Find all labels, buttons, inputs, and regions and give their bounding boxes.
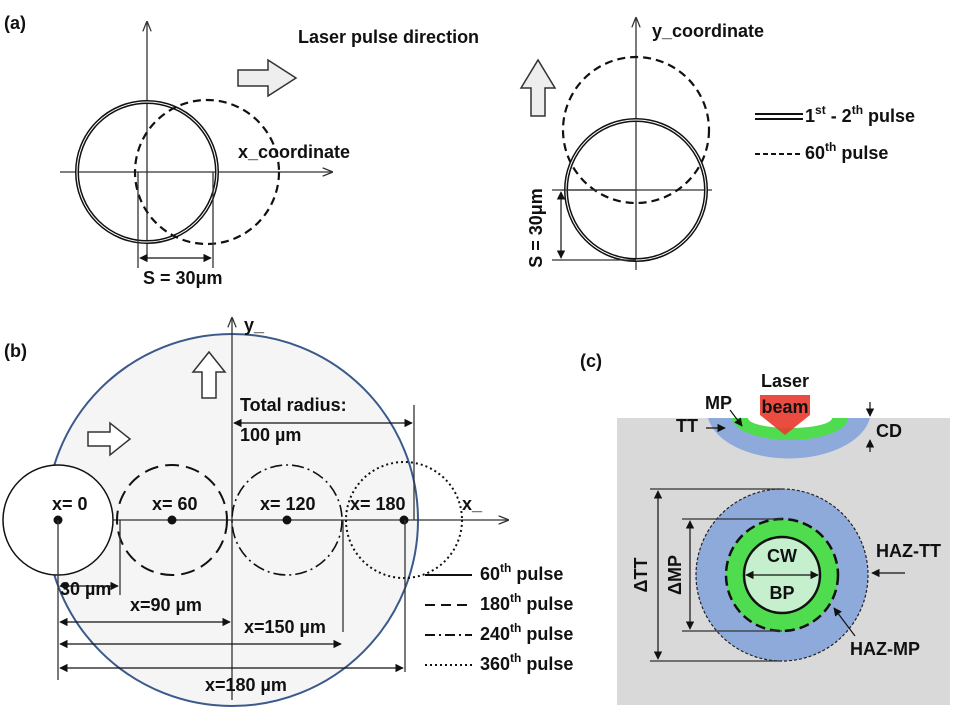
distance-label: x=90 µm bbox=[130, 595, 202, 615]
block-arrow bbox=[238, 60, 296, 96]
legend-label: 60th pulse bbox=[480, 561, 563, 584]
center-label: x= 180 bbox=[350, 494, 406, 514]
center-label: x= 0 bbox=[52, 494, 88, 514]
superscript: st bbox=[815, 103, 826, 117]
center-dot bbox=[400, 516, 409, 525]
superscript: th bbox=[500, 561, 511, 575]
distance-label: x=180 µm bbox=[205, 675, 287, 695]
legend-text: pulse bbox=[521, 654, 573, 674]
center-dot bbox=[283, 516, 292, 525]
panel-label: (b) bbox=[4, 341, 27, 361]
center-label: x= 120 bbox=[260, 494, 316, 514]
superscript: th bbox=[825, 140, 836, 154]
delta-tt-label: ΔTT bbox=[631, 558, 651, 593]
mp-label: MP bbox=[705, 393, 732, 413]
legend-text: 240 bbox=[480, 624, 510, 644]
block-arrow bbox=[521, 60, 555, 116]
delta-mp-label: ΔMP bbox=[665, 555, 685, 595]
superscript: th bbox=[510, 621, 521, 635]
radius-label: Total radius: bbox=[240, 395, 347, 415]
superscript: th bbox=[852, 103, 863, 117]
superscript: th bbox=[510, 651, 521, 665]
legend-text: pulse bbox=[521, 624, 573, 644]
tt-label: TT bbox=[676, 416, 698, 436]
legend-text: - 2 bbox=[826, 106, 852, 126]
legend-text: 60 bbox=[480, 564, 500, 584]
legend-label: 60th pulse bbox=[805, 140, 888, 163]
y-axis-label: y_ bbox=[244, 315, 265, 335]
panel-a: (a) Laser pulse direction x_coordinate S… bbox=[4, 13, 915, 288]
bp-label: BP bbox=[769, 583, 794, 603]
cw-label: CW bbox=[767, 546, 797, 566]
legend-text: 360 bbox=[480, 654, 510, 674]
cd-label: CD bbox=[876, 421, 902, 441]
panel-b: (b) y_ x_ Total radius: 100 µm x= 0 x= 6… bbox=[3, 315, 573, 706]
legend-label: 180th pulse bbox=[480, 591, 573, 614]
panel-c: (c) Laser beam MP TT CD CW BP ΔTT ΔMP HA… bbox=[580, 351, 950, 705]
center-label: x= 60 bbox=[152, 494, 198, 514]
beam-label: beam bbox=[761, 397, 808, 417]
legend-text: 180 bbox=[480, 594, 510, 614]
haz-mp-label: HAZ-MP bbox=[850, 639, 920, 659]
legend-text: pulse bbox=[521, 594, 573, 614]
y-axis-label: y_coordinate bbox=[652, 21, 764, 41]
legend-text: pulse bbox=[863, 106, 915, 126]
figure: (a) Laser pulse direction x_coordinate S… bbox=[0, 0, 966, 708]
legend-text: 60 bbox=[805, 143, 825, 163]
spacing-label: S = 30μm bbox=[526, 188, 546, 268]
haz-tt-label: HAZ-TT bbox=[876, 541, 941, 561]
panel-label: (c) bbox=[580, 351, 602, 371]
direction-label: Laser pulse direction bbox=[298, 27, 479, 47]
center-dot bbox=[168, 516, 177, 525]
legend-text: pulse bbox=[836, 143, 888, 163]
distance-label: 30 µm bbox=[60, 579, 111, 599]
spacing-label: S = 30μm bbox=[143, 268, 223, 288]
legend-text: 1 bbox=[805, 106, 815, 126]
legend-label: 240th pulse bbox=[480, 621, 573, 644]
beam-label: Laser bbox=[761, 371, 809, 391]
x-axis-label: x_coordinate bbox=[238, 142, 350, 162]
page: (a) Laser pulse direction x_coordinate S… bbox=[0, 0, 966, 708]
x-axis-label: x_ bbox=[462, 494, 483, 514]
radius-label: 100 µm bbox=[240, 425, 301, 445]
legend-label: 360th pulse bbox=[480, 651, 573, 674]
superscript: th bbox=[510, 591, 521, 605]
legend-text: pulse bbox=[511, 564, 563, 584]
legend-label: 1st - 2th pulse bbox=[805, 103, 915, 126]
panel-label: (a) bbox=[4, 13, 26, 33]
distance-label: x=150 µm bbox=[244, 617, 326, 637]
